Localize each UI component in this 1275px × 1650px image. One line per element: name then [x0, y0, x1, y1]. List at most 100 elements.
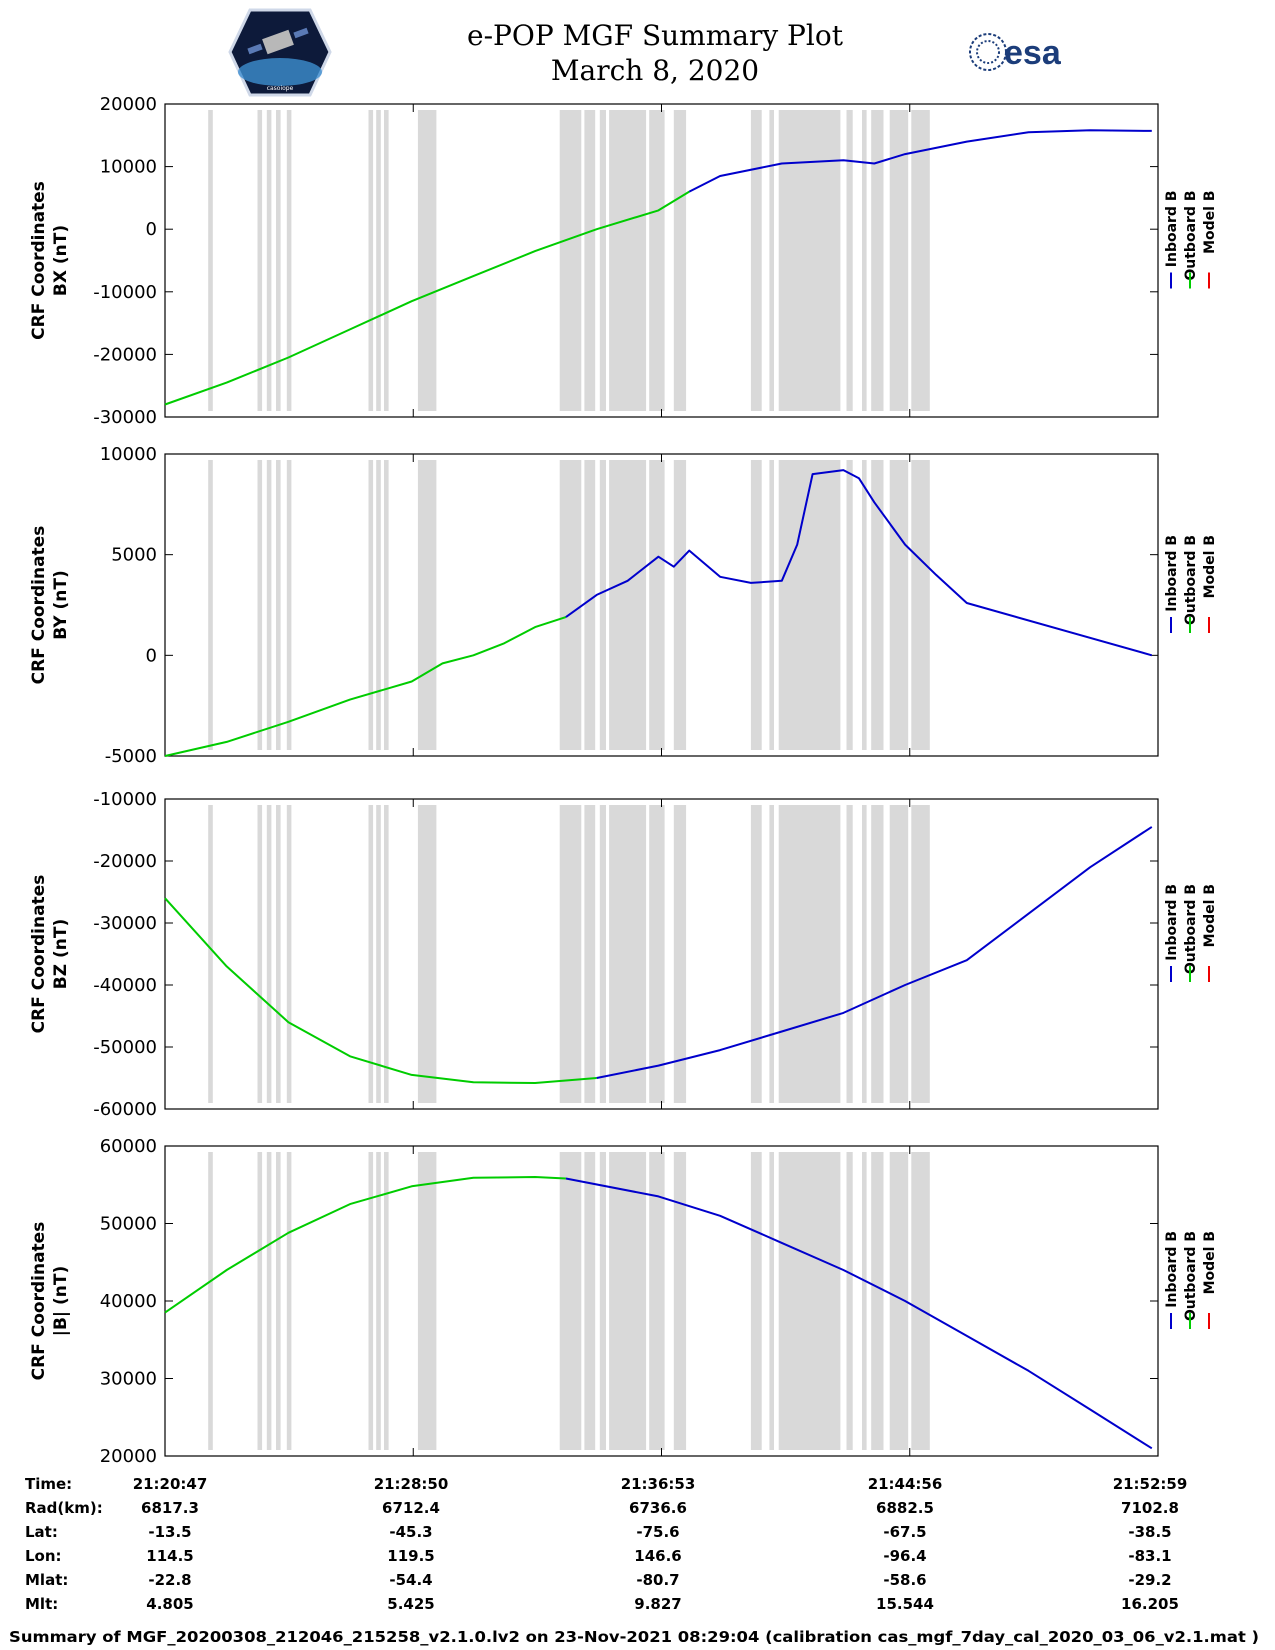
series-line-outboard-b — [164, 190, 690, 406]
table-column: 21:20:47 6817.3 -13.5 114.5 -22.8 4.805 — [133, 1475, 208, 1613]
shaded-interval — [376, 1152, 381, 1450]
shaded-interval — [266, 805, 272, 1103]
shaded-interval — [368, 1152, 374, 1450]
shaded-interval — [266, 110, 272, 411]
y-tick-label: 20000 — [100, 1446, 157, 1467]
shaded-interval — [673, 805, 687, 1103]
series-line-outboard-b — [164, 897, 597, 1084]
shaded-interval — [376, 460, 381, 750]
shaded-interval — [871, 1152, 884, 1450]
table-cell: 6882.5 — [876, 1499, 934, 1517]
table-cell: 114.5 — [146, 1547, 193, 1565]
shaded-interval — [846, 460, 853, 750]
legend-label: Inboard B — [1164, 1231, 1180, 1308]
shaded-interval — [208, 460, 213, 750]
table-cell: -29.2 — [1128, 1571, 1171, 1589]
table-cell: 21:44:56 — [868, 1475, 943, 1493]
shaded-interval — [417, 1152, 437, 1450]
shaded-interval — [750, 805, 762, 1103]
shaded-interval — [286, 805, 292, 1103]
y-tick-label: -60000 — [93, 1099, 157, 1120]
y-tick-label: 40000 — [100, 1291, 157, 1312]
table-cell: -58.6 — [883, 1571, 926, 1589]
shaded-interval — [384, 110, 389, 411]
shaded-interval — [368, 460, 374, 750]
table-header: Mlt: — [25, 1595, 58, 1613]
shaded-interval — [368, 110, 374, 411]
table-cell: -96.4 — [883, 1547, 926, 1565]
plot-title-line2: March 8, 2020 — [551, 54, 759, 87]
y-tick-label: -30000 — [93, 913, 157, 934]
table-cell: 7102.8 — [1121, 1499, 1179, 1517]
y-tick-label: 10000 — [100, 444, 157, 465]
table-column: 21:36:53 6736.6 -75.6 146.6 -80.7 9.827 — [621, 1475, 696, 1613]
shaded-interval — [649, 1152, 665, 1450]
shaded-interval — [584, 460, 596, 750]
table-cell: 21:36:53 — [621, 1475, 696, 1493]
y-axis-label: CRF Coordinates |B| (nT) — [29, 1222, 71, 1381]
shaded-interval — [889, 805, 909, 1103]
series-line-outboard-b — [164, 1176, 566, 1314]
table-header: Mlat: — [25, 1571, 68, 1589]
shaded-interval — [286, 1152, 292, 1450]
shaded-interval — [417, 460, 437, 750]
table-cell: 119.5 — [387, 1547, 434, 1565]
shaded-interval — [673, 460, 687, 750]
y-tick-label: 10000 — [100, 157, 157, 178]
shaded-interval — [417, 110, 437, 411]
shaded-interval — [276, 805, 281, 1103]
series-line-inboard-b — [565, 1177, 1153, 1450]
table-header: Lat: — [25, 1523, 58, 1541]
shaded-interval — [871, 460, 884, 750]
shaded-interval — [599, 1152, 606, 1450]
shaded-interval — [599, 110, 606, 411]
shaded-interval — [599, 460, 606, 750]
shaded-interval — [208, 1152, 213, 1450]
shaded-interval — [871, 110, 884, 411]
table-cell: 146.6 — [634, 1547, 681, 1565]
table-cell: -67.5 — [883, 1523, 926, 1541]
shaded-interval — [769, 1152, 774, 1450]
shaded-interval — [208, 805, 213, 1103]
shaded-interval — [649, 460, 665, 750]
table-cell: 9.827 — [634, 1595, 681, 1613]
shaded-interval — [208, 110, 213, 411]
y-tick-label: 0 — [146, 219, 157, 240]
y-axis-label-line: BX (nT) — [51, 225, 71, 296]
shaded-interval — [778, 1152, 841, 1450]
table-cell: 15.544 — [876, 1595, 934, 1613]
footer-caption: Summary of MGF_20200308_212046_215258_v2… — [9, 1628, 1259, 1646]
shaded-interval — [417, 805, 437, 1103]
table-cell: 5.425 — [387, 1595, 434, 1613]
table-header: Rad(km): — [25, 1499, 103, 1517]
table-cell: 6712.4 — [382, 1499, 440, 1517]
shaded-interval — [266, 1152, 272, 1450]
legend-label: Outboard B — [1183, 191, 1199, 281]
chart-panel-1: 20000 10000 0 -10000 -20000 -30000 CRF Coordin… — [29, 94, 1218, 428]
shaded-interval — [266, 460, 272, 750]
y-axis-label: CRF Coordinates BZ (nT) — [29, 875, 71, 1034]
y-tick-label: -20000 — [93, 851, 157, 872]
table-cell: -45.3 — [389, 1523, 432, 1541]
shaded-interval — [846, 805, 853, 1103]
shaded-interval — [871, 805, 884, 1103]
table-column: 21:52:59 7102.8 -38.5 -83.1 -29.2 16.205 — [1113, 1475, 1188, 1613]
table-header: Time: — [25, 1475, 72, 1493]
legend-label: Model B — [1202, 884, 1218, 947]
series-line-inboard-b — [565, 469, 1153, 657]
series-line-inboard-b — [688, 129, 1152, 193]
y-axis-label: CRF Coordinates BX (nT) — [29, 181, 71, 340]
table-cell: -13.5 — [148, 1523, 191, 1541]
shaded-interval — [584, 110, 596, 411]
shaded-interval — [673, 110, 687, 411]
y-tick-label: -20000 — [93, 344, 157, 365]
shaded-interval — [889, 1152, 909, 1450]
table-column: 21:44:56 6882.5 -67.5 -96.4 -58.6 15.544 — [868, 1475, 943, 1613]
shaded-interval — [584, 805, 596, 1103]
series-line-outboard-b — [164, 616, 567, 757]
shaded-interval — [846, 110, 853, 411]
shaded-interval — [286, 460, 292, 750]
shaded-interval — [257, 1152, 263, 1450]
y-tick-label: 50000 — [100, 1214, 157, 1235]
